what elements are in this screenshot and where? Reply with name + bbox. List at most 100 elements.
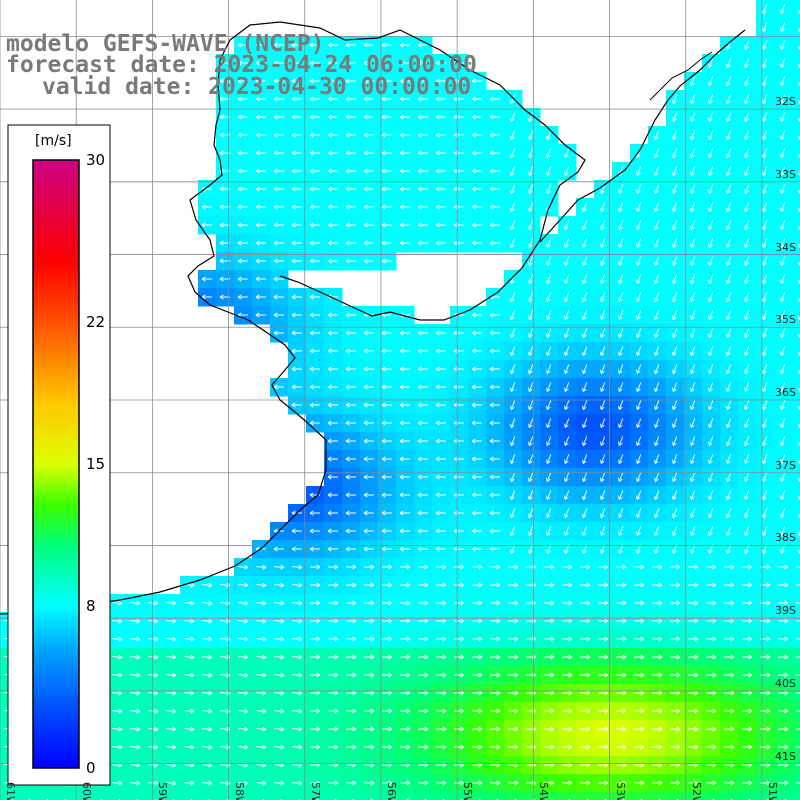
wind-arrow	[618, 256, 624, 266]
wind-arrow	[489, 240, 500, 246]
wind-arrow	[510, 382, 516, 392]
wind-arrow	[363, 258, 374, 264]
wind-arrow	[600, 310, 606, 320]
wind-arrow	[796, 620, 800, 622]
wind-arrow	[510, 328, 516, 338]
wind-arrow	[328, 564, 339, 570]
wind-arrow	[528, 400, 534, 410]
wind-arrow	[111, 636, 123, 642]
wind-arrow	[724, 600, 735, 606]
wind-arrow	[471, 528, 482, 534]
wind-arrow	[345, 456, 356, 462]
wind-arrow	[381, 168, 392, 174]
wind-arrow	[726, 76, 732, 86]
wind-arrow	[508, 618, 519, 624]
wind-cell	[756, 792, 775, 800]
wind-arrow	[724, 708, 735, 714]
longitude-label: 61W	[4, 782, 17, 800]
wind-cell	[792, 396, 800, 415]
wind-arrow	[600, 220, 606, 230]
wind-arrow	[780, 526, 786, 536]
wind-arrow	[273, 600, 285, 606]
wind-arrow	[564, 418, 570, 428]
wind-arrow	[562, 600, 573, 606]
longitude-label: 54W	[537, 782, 551, 800]
wind-arrow	[600, 238, 606, 248]
wind-arrow	[382, 582, 393, 588]
wind-arrow	[291, 366, 302, 372]
wind-arrow	[471, 330, 482, 336]
wind-arrow	[201, 690, 213, 696]
wind-arrow	[328, 600, 339, 606]
wind-arrow	[742, 708, 753, 714]
wind-arrow	[328, 744, 339, 750]
wind-arrow	[364, 654, 375, 660]
wind-arrow	[762, 184, 768, 194]
wind-arrow	[688, 708, 699, 714]
wind-arrow	[327, 456, 338, 462]
wind-arrow	[309, 42, 320, 48]
wind-arrow	[636, 328, 642, 338]
wind-arrow	[291, 600, 303, 606]
wind-arrow	[510, 220, 516, 230]
wind-arrow	[435, 420, 446, 426]
wind-arrow	[381, 78, 392, 84]
wind-arrow	[636, 256, 642, 266]
wind-arrow	[546, 148, 552, 158]
wind-arrow	[690, 364, 696, 374]
wind-arrow	[435, 78, 446, 84]
wind-arrow	[690, 220, 696, 230]
wind-arrow	[600, 184, 606, 194]
wind-arrow	[744, 274, 750, 284]
wind-arrow	[147, 600, 159, 606]
wind-arrow	[508, 744, 519, 750]
wind-arrow	[382, 726, 393, 732]
wind-arrow	[528, 436, 534, 446]
wind-arrow	[129, 654, 141, 660]
wind-arrow	[255, 42, 266, 48]
wind-arrow	[706, 618, 717, 624]
wind-arrow	[237, 780, 249, 786]
wind-arrow	[345, 510, 356, 516]
wind-arrow	[690, 418, 696, 428]
wind-arrow	[363, 474, 374, 480]
wind-arrow	[708, 238, 714, 248]
wind-arrow	[418, 726, 429, 732]
coastline-north	[539, 29, 746, 243]
wind-arrow	[726, 130, 732, 140]
wind-arrow	[273, 690, 285, 696]
wind-arrow	[672, 220, 678, 230]
wind-arrow	[129, 690, 141, 696]
wind-arrow	[345, 60, 356, 66]
wind-arrow	[510, 400, 516, 410]
wind-arrow	[634, 600, 645, 606]
wind-arrow	[489, 492, 500, 498]
wind-arrow	[399, 366, 410, 372]
wind-arrow	[417, 420, 428, 426]
wind-arrow	[636, 472, 642, 482]
wind-arrow	[618, 202, 624, 212]
wind-arrow	[528, 364, 534, 374]
wind-arrow	[654, 292, 660, 302]
wind-arrow	[273, 564, 285, 570]
wind-arrow	[417, 366, 428, 372]
wind-arrow	[708, 508, 714, 518]
wind-arrow	[724, 582, 735, 588]
wind-arrow	[708, 490, 714, 500]
wind-cell	[792, 252, 800, 271]
wind-arrow	[636, 436, 642, 446]
wind-arrow	[670, 726, 681, 732]
wind-arrow	[618, 346, 624, 356]
wind-arrow	[273, 222, 284, 228]
wind-arrow	[780, 40, 786, 50]
wind-arrow	[472, 654, 483, 660]
wind-arrow	[327, 420, 338, 426]
wind-arrow	[381, 366, 392, 372]
wind-arrow	[672, 526, 678, 536]
wind-arrow	[201, 600, 213, 606]
wind-arrow	[618, 274, 624, 284]
wind-cell	[162, 792, 181, 800]
wind-arrow	[564, 238, 570, 248]
wind-arrow	[309, 240, 320, 246]
wind-arrow	[600, 418, 606, 428]
